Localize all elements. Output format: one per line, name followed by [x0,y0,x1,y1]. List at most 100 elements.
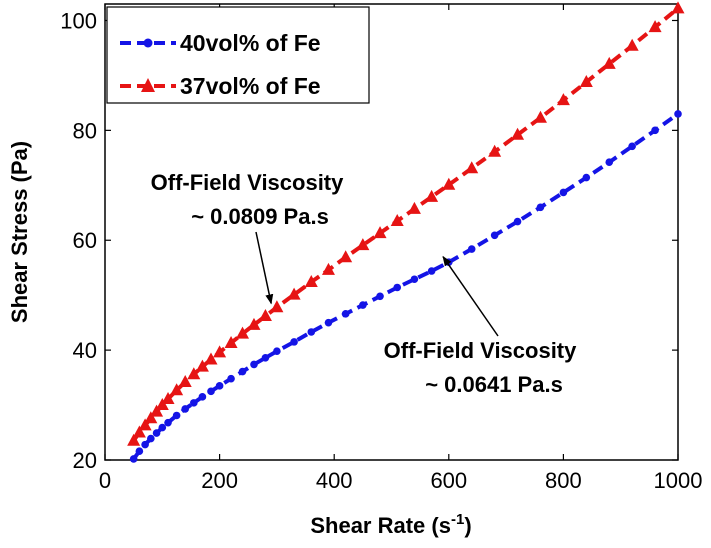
data-point-triangle [195,359,209,372]
data-point-dot [536,203,545,212]
annotation-2-line1: Off-Field Viscosity [384,338,578,363]
legend-label-2: 37vol% of Fe [180,73,321,99]
data-point-triangle [602,56,616,69]
data-point-triangle [170,383,184,396]
y-tick-label: 20 [73,448,97,473]
data-point-triangle [625,38,639,51]
data-point-triangle [356,238,370,251]
y-tick-label: 60 [73,228,97,253]
annotation-1-line1: Off-Field Viscosity [151,170,345,195]
data-point-triangle [648,20,662,33]
y-tick-label: 40 [73,338,97,363]
data-point-dot [290,338,298,346]
data-point-dot [207,387,215,396]
series-1 [129,110,682,463]
data-point-triangle [425,189,439,202]
y-axis-title: Shear Stress (Pa) [7,141,32,323]
data-point-triangle [533,110,547,123]
data-point-triangle [390,214,404,227]
data-point-dot [152,429,161,437]
data-point-dot [250,360,258,369]
data-point-dot [490,231,499,240]
x-tick-label: 800 [545,468,582,493]
data-point-triangle [270,300,284,313]
data-point-triangle [138,418,152,431]
data-point-triangle [247,317,261,330]
data-point-dot [651,126,659,135]
data-point-dot [172,411,181,420]
data-point-dot [376,292,384,301]
x-axis-title-end: ) [464,513,471,538]
data-point-dot [215,382,224,390]
data-point-dot [410,275,419,284]
data-point-dot [605,158,614,167]
annotation-2-arrow [442,255,499,337]
data-point-dot [147,434,155,443]
data-point-triangle [287,287,301,300]
series-layer [127,1,685,463]
data-point-triangle [442,177,456,190]
data-point-triangle [213,345,227,358]
data-point-triangle [671,1,685,14]
data-point-triangle [579,75,593,88]
data-point-triangle [224,335,238,348]
data-point-triangle [127,433,141,446]
data-point-dot [559,188,568,197]
data-point-dot [273,347,281,356]
data-point-triangle [488,144,502,157]
legend-marker-2 [141,78,155,92]
x-tick-label: 0 [99,468,111,493]
data-point-triangle [187,367,201,380]
data-point-dot [198,393,207,401]
legend-label-1: 40vol% of Fe [180,30,321,56]
data-point-dot [341,310,350,318]
x-tick-label: 400 [316,468,353,493]
annotation-1-line2: ~ 0.0809 Pa.s [191,204,329,229]
annotation-1-arrow [255,231,274,305]
x-axis-title-superscript: -1 [451,511,464,528]
data-point-dot [238,367,247,376]
data-point-triangle [373,226,387,239]
y-tick-label: 80 [73,118,97,143]
data-point-dot [393,283,402,292]
data-point-triangle [556,93,570,106]
data-point-triangle [178,374,192,387]
data-point-dot [628,142,636,151]
data-point-dot [674,110,682,118]
legend: 40vol% of Fe 37vol% of Fe [106,6,370,104]
data-point-triangle [304,274,318,287]
data-point-dot [141,440,149,449]
data-point-triangle [236,326,250,339]
data-point-triangle [150,404,164,417]
x-tick-label: 600 [430,468,467,493]
annotation-2-line2: ~ 0.0641 Pa.s [425,372,563,397]
data-point-triangle [511,127,525,140]
series-2 [127,1,685,446]
data-point-triangle [132,425,146,438]
data-point-dot [158,423,167,432]
data-point-triangle [465,161,479,174]
data-point-triangle [321,262,335,275]
data-point-triangle [407,201,421,214]
data-point-dot [427,267,436,275]
data-point-triangle [258,309,272,322]
annotation-1: Off-Field Viscosity ~ 0.0809 Pa.s [151,170,345,305]
data-point-triangle [204,352,218,365]
data-point-dot [513,217,522,226]
data-point-triangle [339,250,353,263]
data-point-dot [181,405,190,413]
data-point-triangle [144,411,158,424]
data-point-dot [582,173,591,182]
y-tick-label: 100 [60,8,97,33]
axis-ticks: 0 200 400 600 800 1000 20 40 60 80 100 [60,4,702,493]
data-point-triangle [155,398,169,411]
data-point-dot [190,399,198,407]
x-axis-title-main: Shear Rate (s [310,513,451,538]
data-point-dot [324,318,333,327]
legend-entry-2: 37vol% of Fe [120,73,321,99]
data-point-dot [467,245,476,253]
data-point-dot [164,418,172,427]
data-point-dot [307,328,316,336]
data-point-dot [261,354,270,362]
